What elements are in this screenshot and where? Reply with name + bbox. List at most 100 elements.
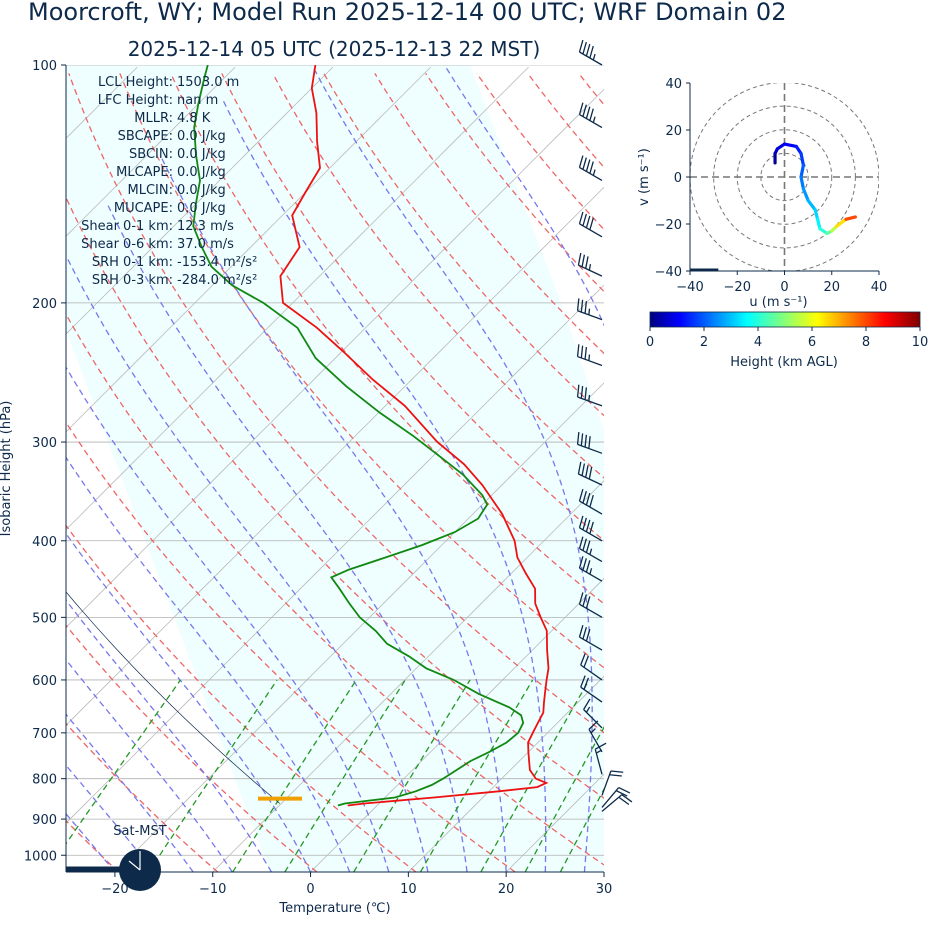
barb-full: [618, 796, 630, 806]
moist-adiabat-line: [66, 812, 116, 872]
hodograph-x-tick-label: 20: [823, 280, 840, 295]
barb-full: [578, 515, 584, 528]
barb-full: [576, 344, 580, 357]
hodograph-y-tick-label: 20: [665, 124, 682, 139]
barb-full: [582, 157, 587, 170]
cloud-shading: [66, 65, 604, 872]
barb-full: [589, 161, 594, 174]
wind-barb: [578, 625, 603, 651]
barb-full: [578, 536, 584, 549]
chart-subtitle: 2025-12-14 05 UTC (2025-12-13 22 MST): [127, 37, 541, 61]
wind-barb: [577, 461, 603, 486]
wind-barb: [578, 592, 603, 618]
y-tick-label: 900: [32, 813, 57, 828]
barb-staff: [578, 264, 603, 277]
colorbar-tick-label: 0: [646, 335, 654, 350]
temperature-profile: [279, 65, 550, 807]
parcel-line: [66, 591, 281, 804]
mixing-ratio-line: [615, 680, 714, 872]
barb-full: [581, 463, 586, 476]
index-value: 0.0 J/kg: [177, 165, 226, 180]
barb-full: [582, 627, 587, 640]
barb-full: [585, 560, 591, 573]
index-label: SBCAPE:: [118, 129, 173, 144]
dry-adiabat-line: [66, 421, 516, 872]
barb-full: [585, 540, 591, 553]
barb-staff: [579, 548, 603, 563]
isotherm-line: [66, 186, 604, 726]
barb-half: [589, 568, 593, 575]
barb-full: [578, 592, 584, 605]
barb-full: [576, 384, 580, 398]
wind-barb: [580, 675, 603, 703]
colorbar-gradient: [649, 311, 921, 328]
hodograph-segment: [844, 215, 857, 221]
dry-adiabat-line: [374, 73, 604, 355]
time-clock: Sat-MST: [66, 824, 167, 891]
hodograph-segment: [801, 187, 810, 203]
dry-adiabat-line: [68, 73, 604, 734]
x-tick-label: 0: [306, 882, 314, 897]
y-tick-label: 1000: [24, 849, 57, 864]
index-label: LCL Height:: [98, 75, 173, 90]
barb-full: [585, 106, 591, 119]
dry-adiabat-line: [578, 72, 604, 106]
hodograph-x-label: u (m s⁻¹): [749, 295, 807, 310]
barb-full: [585, 43, 591, 57]
hodograph-x-tick-label: 40: [871, 280, 888, 295]
y-tick-label: 400: [32, 535, 57, 550]
barb-full: [580, 675, 586, 688]
barb-full: [589, 45, 594, 59]
wind-barb: [578, 556, 603, 582]
dry-adiabat-line: [66, 722, 219, 872]
barb-full: [577, 461, 582, 475]
barb-half: [592, 169, 596, 176]
barb-staff: [594, 749, 603, 775]
barb-full: [578, 39, 584, 53]
moist-adiabat-line: [66, 713, 194, 872]
hodograph-y-tick-label: 40: [665, 77, 682, 92]
barb-staff: [601, 794, 623, 812]
barb-full: [588, 720, 599, 730]
barb-full: [576, 432, 580, 445]
barb-full: [583, 698, 591, 710]
barb-full: [618, 786, 631, 794]
x-tick-label: −10: [199, 882, 226, 897]
mixing-ratio-line: [232, 679, 357, 872]
wind-barb: [578, 39, 603, 66]
y-tick-label: 600: [32, 674, 57, 689]
barb-full: [594, 742, 607, 750]
hodograph-segment: [782, 142, 798, 149]
wind-barbs: [576, 39, 633, 812]
barb-full: [577, 252, 582, 266]
barb-full: [580, 299, 584, 313]
index-label: SRH 0-3 km:: [92, 273, 173, 288]
barb-full: [585, 492, 591, 506]
wind-barb: [601, 770, 624, 796]
dry-adiabat-line: [272, 73, 604, 479]
barb-full: [584, 434, 588, 448]
wind-barb: [576, 432, 603, 454]
index-label: MLLR:: [134, 111, 173, 126]
hodograph-y-tick-label: −40: [655, 265, 682, 280]
isotherm-line: [66, 66, 236, 237]
mixing-ratio-line: [419, 679, 534, 872]
index-value: 0.0 J/kg: [177, 129, 226, 144]
barb-half: [588, 308, 591, 315]
barb-staff: [577, 396, 603, 407]
mixing-ratio-line: [66, 679, 182, 845]
isotherm-line: [66, 66, 432, 433]
barb-full: [589, 494, 594, 508]
barb-full: [588, 466, 593, 480]
index-value: nan m: [177, 93, 218, 108]
clock-label: Sat-MST: [113, 824, 166, 839]
index-value: -153.4 m²/s²: [177, 255, 257, 270]
mixing-ratio-line: [148, 679, 278, 872]
mixing-ratio-line: [524, 726, 604, 872]
barb-half: [588, 354, 591, 361]
barb-half: [590, 728, 596, 734]
hodograph-segment: [799, 175, 806, 191]
barb-full: [589, 217, 594, 231]
barb-full: [578, 625, 584, 638]
barb-full: [609, 774, 622, 777]
